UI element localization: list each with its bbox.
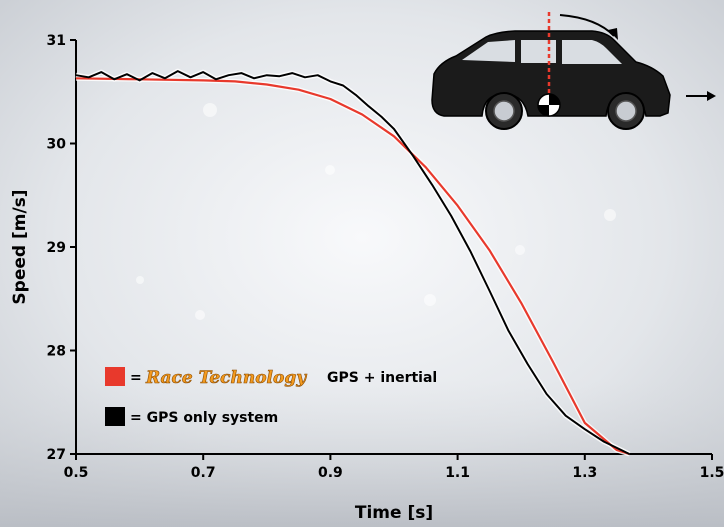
legend-label-gps-only: = GPS only system (130, 410, 278, 426)
x-axis-title: Time [s] (355, 503, 433, 523)
y-axis-title: Speed [m/s] (10, 189, 30, 304)
legend-swatch-gps-inertial (105, 367, 125, 386)
cog-quadrant-2 (538, 105, 549, 116)
background-lights (136, 103, 616, 320)
legend-label-gps-inertial: GPS + inertial (327, 370, 437, 386)
y-tick-label: 29 (47, 240, 66, 256)
car-window-middle (521, 40, 556, 63)
legend-brand-logo: Race Technology (145, 368, 307, 388)
x-tick-label: 0.9 (318, 465, 343, 481)
series-line-gps-only (75, 70, 630, 455)
y-tick-label: 30 (47, 137, 67, 153)
legend-equals: = (130, 370, 142, 386)
car-hub-rear (493, 100, 515, 122)
x-tick-label: 0.5 (64, 465, 89, 481)
car-window-rear (462, 40, 515, 62)
pitch-rotation-arrow-head (608, 28, 618, 40)
legend-swatch-gps-only (105, 407, 125, 426)
x-tick-label: 1.3 (572, 465, 597, 481)
car-window-front (562, 40, 622, 64)
car-hub-front (615, 100, 637, 122)
ticks: 0.5 0.7 0.9 1.1 1.3 1.5 27 28 29 30 31 (47, 33, 724, 481)
pitch-rotation-arrow (559, 14, 615, 37)
x-tick-label: 1.1 (445, 465, 470, 481)
direction-arrow-head (707, 91, 716, 101)
y-tick-label: 31 (47, 33, 66, 49)
x-tick-label: 1.5 (700, 465, 724, 481)
series-group (75, 68, 631, 457)
series-line-gps-inertial (75, 77, 630, 456)
y-tick-label: 27 (47, 447, 66, 463)
legend: = Race Technology GPS + inertial = GPS o… (105, 367, 437, 426)
car-illustration (431, 12, 716, 130)
x-tick-label: 0.7 (191, 465, 216, 481)
y-tick-label: 28 (47, 344, 66, 360)
cog-quadrant-1 (549, 94, 560, 105)
